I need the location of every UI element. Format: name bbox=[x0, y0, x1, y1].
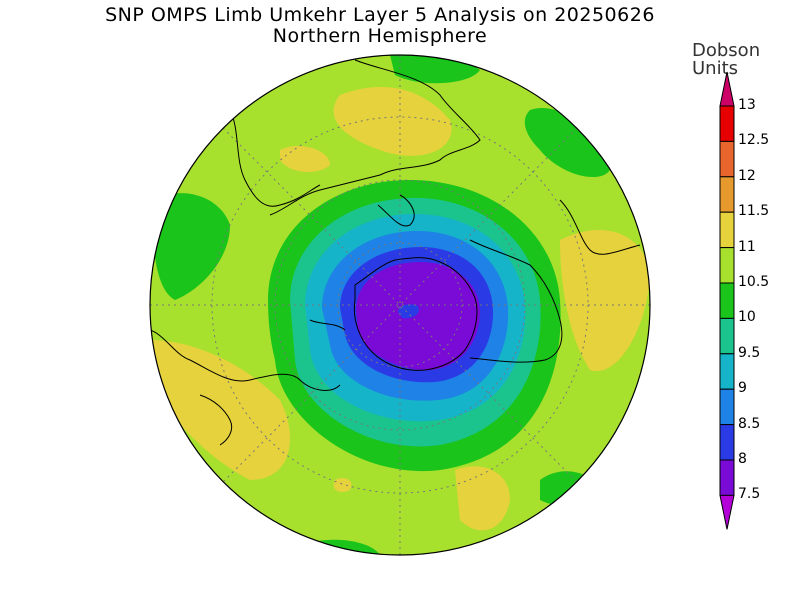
colorbar-swatch bbox=[719, 282, 735, 319]
colorbar-tick-label: 11.5 bbox=[738, 203, 770, 220]
graticule bbox=[150, 55, 650, 555]
colorbar-swatch bbox=[719, 140, 735, 178]
colorbar-tick-label: 8 bbox=[738, 451, 747, 467]
colorbar-swatch bbox=[719, 211, 735, 249]
colorbar-swatch bbox=[719, 105, 735, 142]
map-boundary bbox=[149, 54, 651, 556]
colorbar bbox=[719, 71, 735, 530]
colorbar-cap-top bbox=[719, 71, 735, 107]
map-title: SNP OMPS Limb Umkehr Layer 5 Analysis on… bbox=[105, 4, 655, 26]
colorbar-swatch bbox=[719, 353, 735, 390]
colorbar-tick-label: 9 bbox=[738, 380, 747, 397]
colorbar-swatch bbox=[719, 459, 735, 496]
colorbar-cap-bottom bbox=[719, 494, 735, 530]
colorbar-tick-label: 7.5 bbox=[738, 486, 761, 503]
colorbar-tick-label: 12.5 bbox=[738, 132, 770, 149]
colorbar-swatch bbox=[719, 247, 735, 284]
ozone-field bbox=[150, 55, 650, 555]
map-subtitle: Northern Hemisphere bbox=[272, 25, 488, 47]
colorbar-tick-label: 9.5 bbox=[738, 344, 761, 361]
units-label-line1: Dobson bbox=[692, 40, 761, 61]
colorbar-tick-label: 12 bbox=[738, 167, 756, 184]
colorbar-tick-label: 8.5 bbox=[738, 415, 761, 432]
colorbar-swatch bbox=[719, 424, 735, 461]
colorbar-tick-label: 11 bbox=[738, 238, 756, 255]
coastlines bbox=[150, 59, 641, 446]
colorbar-tick-label: 13 bbox=[738, 97, 756, 113]
colorbar-swatch bbox=[719, 176, 735, 213]
colorbar-tick-label: 10.5 bbox=[738, 274, 770, 290]
colorbar-tick-label: 10 bbox=[738, 309, 756, 326]
colorbar-swatch bbox=[719, 388, 735, 426]
colorbar-swatch bbox=[719, 317, 735, 355]
